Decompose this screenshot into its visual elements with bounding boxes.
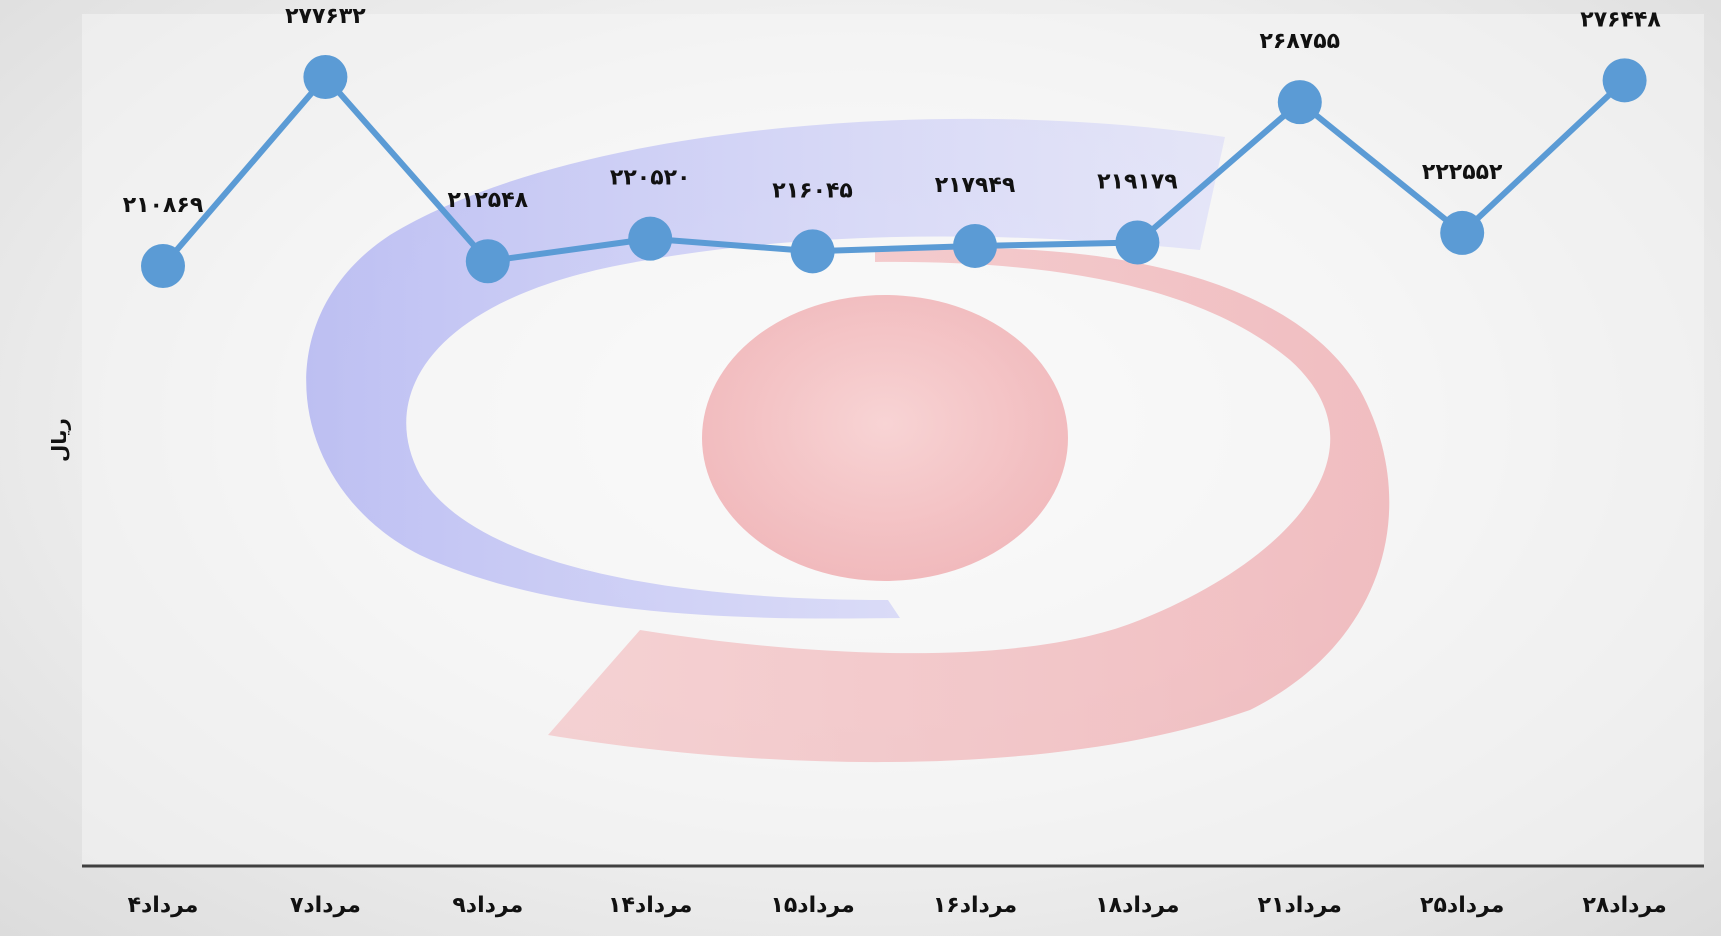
x-tick-label: ۴مرداد bbox=[128, 893, 199, 918]
data-point[interactable] bbox=[1277, 80, 1322, 125]
data-point[interactable] bbox=[1440, 210, 1485, 255]
series-line bbox=[160, 74, 1627, 268]
x-tick-label: ۱۶مرداد bbox=[933, 893, 1017, 918]
data-point[interactable] bbox=[1602, 58, 1647, 103]
x-tick-label: ۲۸مرداد bbox=[1582, 893, 1666, 918]
data-point[interactable] bbox=[953, 223, 997, 268]
y-axis-title: ریال bbox=[47, 418, 71, 462]
data-label: ۲۱۷۹۴۹ bbox=[935, 173, 1016, 198]
data-label: ۲۷۶۴۴۸ bbox=[1580, 7, 1661, 32]
x-tick-label: ۹مرداد bbox=[452, 893, 523, 918]
x-tick-label: ۷مرداد bbox=[290, 893, 361, 918]
x-tick-label: ۲۵مرداد bbox=[1420, 893, 1504, 918]
series-layer bbox=[141, 55, 1647, 288]
watermark-blue-arc bbox=[306, 118, 1225, 619]
watermark-red-circle bbox=[702, 295, 1068, 581]
x-tick-label: ۲۱مرداد bbox=[1258, 893, 1342, 918]
data-label: ۲۶۸۷۵۵ bbox=[1260, 29, 1341, 54]
data-point[interactable] bbox=[141, 244, 185, 288]
data-point[interactable] bbox=[1115, 220, 1160, 265]
x-tick-label: ۱۸مرداد bbox=[1095, 893, 1179, 918]
watermark-red-arc bbox=[548, 247, 1390, 763]
data-label: ۲۷۷۶۳۲ bbox=[285, 4, 366, 29]
data-point[interactable] bbox=[303, 55, 348, 99]
data-point[interactable] bbox=[465, 239, 510, 284]
data-point[interactable] bbox=[790, 229, 835, 274]
data-label: ۲۱۰۸۶۹ bbox=[123, 193, 204, 218]
x-tick-label: ۱۵مرداد bbox=[770, 893, 854, 918]
label-layer: ۲۱۰۸۶۹ ۲۷۷۶۳۲ ۲۱۲۵۴۸ ۲۲۰۵۲۰ ۲۱۶۰۴۵ ۲۱۷۹۴۹ ۲۱۹۱… bbox=[123, 4, 1667, 918]
data-label: ۲۱۹۱۷۹ bbox=[1097, 169, 1178, 194]
data-label: ۲۲۲۵۵۲ bbox=[1422, 160, 1503, 185]
data-label: ۲۱۶۰۴۵ bbox=[772, 178, 853, 203]
x-tick-label: ۱۴مرداد bbox=[608, 893, 692, 918]
watermark-logo bbox=[306, 118, 1390, 763]
data-label: ۲۱۲۵۴۸ bbox=[448, 188, 529, 213]
data-point[interactable] bbox=[628, 216, 673, 261]
data-label: ۲۲۰۵۲۰ bbox=[610, 166, 691, 191]
